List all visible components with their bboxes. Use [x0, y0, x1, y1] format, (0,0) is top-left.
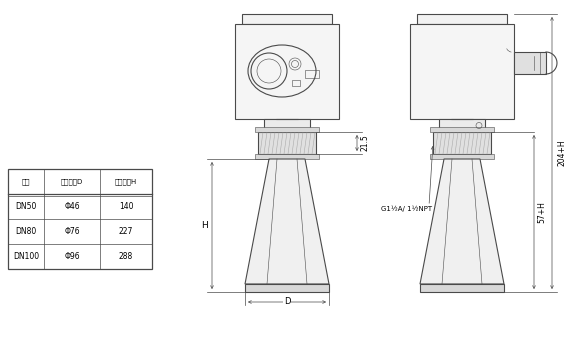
- Bar: [433, 132, 491, 154]
- Bar: [305, 70, 319, 78]
- Text: G1½A/ 1½NPT: G1½A/ 1½NPT: [382, 206, 433, 212]
- Bar: [8, 169, 152, 269]
- Text: 喂口高度H: 喂口高度H: [115, 178, 137, 185]
- Polygon shape: [420, 159, 504, 284]
- Bar: [235, 24, 339, 119]
- Text: 法兰: 法兰: [22, 178, 30, 185]
- Text: Φ46: Φ46: [64, 202, 80, 211]
- Bar: [245, 284, 329, 292]
- Text: 喂口直径D: 喂口直径D: [61, 178, 83, 185]
- Bar: [417, 14, 507, 24]
- Bar: [420, 284, 504, 292]
- Text: D: D: [284, 298, 290, 306]
- Text: Φ96: Φ96: [64, 252, 80, 261]
- Polygon shape: [245, 159, 329, 284]
- Text: DN100: DN100: [13, 252, 39, 261]
- Bar: [255, 154, 319, 159]
- Text: 21.5: 21.5: [360, 135, 370, 152]
- Bar: [439, 119, 485, 132]
- Bar: [430, 127, 494, 132]
- Text: 140: 140: [119, 202, 133, 211]
- Bar: [264, 119, 310, 132]
- Text: 204+H: 204+H: [557, 140, 567, 166]
- Bar: [514, 52, 546, 74]
- Text: DN50: DN50: [15, 202, 37, 211]
- Bar: [410, 24, 514, 119]
- Bar: [242, 14, 332, 24]
- Text: H: H: [201, 221, 207, 230]
- Text: 57+H: 57+H: [537, 201, 546, 223]
- Bar: [292, 80, 300, 86]
- Text: 288: 288: [119, 252, 133, 261]
- Text: DN80: DN80: [15, 227, 37, 236]
- Bar: [258, 132, 316, 154]
- Text: 227: 227: [119, 227, 133, 236]
- Bar: [255, 127, 319, 132]
- Bar: [430, 154, 494, 159]
- Text: Φ76: Φ76: [64, 227, 80, 236]
